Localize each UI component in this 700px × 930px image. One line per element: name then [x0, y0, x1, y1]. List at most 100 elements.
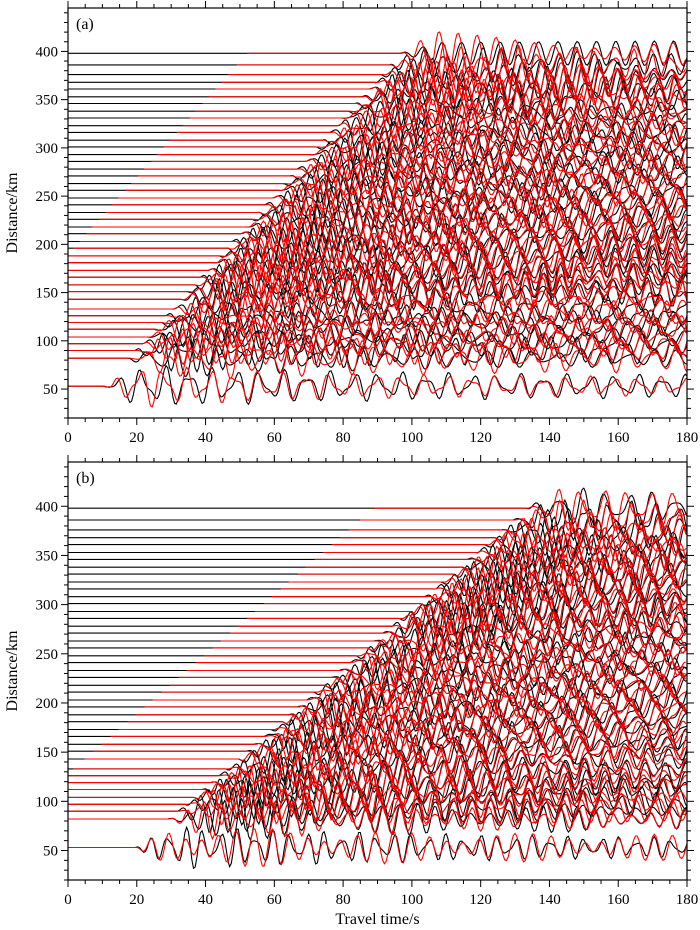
red-trace [237, 605, 687, 650]
x-tick-label: 100 [401, 430, 424, 446]
red-trace [68, 366, 687, 408]
red-trace [176, 110, 687, 152]
red-trace [68, 762, 687, 803]
red-trace [348, 509, 687, 550]
y-tick-label: 300 [36, 598, 59, 614]
black-trace-series [68, 40, 687, 406]
y-tick-label: 250 [36, 189, 59, 205]
red-trace [263, 582, 687, 624]
red-trace [68, 309, 687, 352]
x-axis: 0 20 40 60 80 100 120 140 160 180 [64, 455, 698, 908]
red-trace [105, 196, 687, 229]
red-trace [68, 289, 687, 331]
red-trace [288, 566, 687, 597]
red-trace [68, 279, 687, 317]
x-tick-label: 120 [469, 430, 492, 446]
red-trace [212, 629, 687, 669]
red-trace [68, 263, 687, 306]
x-tick-label: 40 [198, 892, 213, 908]
red-trace [118, 179, 687, 217]
red-trace [228, 55, 687, 95]
red-trace [195, 647, 686, 687]
red-trace [68, 316, 687, 357]
x-tick-label: 60 [267, 892, 282, 908]
red-trace [314, 543, 687, 576]
red-trace [135, 692, 687, 735]
red-trace [68, 322, 687, 366]
x-axis-title: Travel time/s [335, 911, 419, 928]
panel-a: 0 20 40 60 80 100 120 140 160 180 50 100 150 200 250 30… [4, 1, 698, 446]
y-tick-label: 200 [36, 696, 59, 712]
red-trace [161, 671, 687, 711]
y-tick-label: 150 [36, 745, 59, 761]
red-trace [156, 133, 687, 176]
red-trace [220, 619, 687, 661]
red-trace [68, 781, 687, 813]
black-trace [68, 694, 687, 738]
red-trace [236, 43, 687, 87]
red-trace [93, 727, 687, 771]
red-trace [169, 121, 687, 160]
y-axis: 50 100 150 200 250 300 350 400 [36, 12, 694, 419]
panel-label: (a) [76, 16, 94, 33]
red-trace [169, 664, 686, 706]
x-tick-label: 80 [336, 430, 351, 446]
red-trace [163, 124, 687, 168]
red-trace [68, 827, 687, 868]
red-trace [221, 60, 687, 105]
red-trace [99, 198, 687, 241]
x-tick-label: 100 [401, 892, 424, 908]
panel-label: (b) [76, 470, 95, 487]
y-tick-label: 400 [36, 499, 59, 515]
red-trace [79, 220, 687, 265]
black-trace [68, 626, 687, 667]
red-trace [68, 270, 687, 314]
red-trace [305, 545, 687, 586]
x-tick-label: 140 [538, 430, 561, 446]
x-tick-label: 0 [64, 892, 72, 908]
red-trace [68, 246, 687, 294]
x-tick-label: 40 [198, 430, 213, 446]
red-trace [127, 702, 687, 743]
y-tick-label: 100 [36, 334, 59, 350]
red-trace-series [68, 31, 687, 408]
red-trace [152, 685, 687, 723]
y-axis-title: Distance/km [4, 172, 21, 253]
red-trace [339, 516, 686, 559]
y-tick-label: 400 [36, 44, 59, 60]
red-trace [68, 760, 687, 791]
x-tick-label: 160 [607, 430, 630, 446]
x-tick-label: 20 [129, 892, 144, 908]
red-trace [68, 232, 687, 278]
y-tick-label: 150 [36, 286, 59, 302]
traces-a [68, 31, 687, 408]
black-trace [68, 636, 687, 678]
x-tick-label: 180 [676, 430, 699, 446]
y-tick-label: 200 [36, 237, 59, 253]
red-trace [215, 65, 687, 111]
x-tick-label: 0 [64, 430, 72, 446]
red-trace [182, 105, 687, 146]
red-trace [86, 212, 687, 254]
y-tick-label: 50 [43, 382, 58, 398]
red-trace [297, 552, 687, 596]
red-trace [138, 158, 687, 196]
red-trace [68, 799, 687, 841]
y-tick-label: 100 [36, 794, 59, 810]
red-trace [247, 31, 687, 76]
x-tick-label: 80 [336, 892, 351, 908]
red-trace [202, 83, 686, 122]
red-trace [186, 651, 687, 691]
red-trace [322, 532, 687, 576]
x-tick-label: 140 [538, 892, 561, 908]
red-trace [246, 599, 687, 636]
black-trace [68, 301, 687, 344]
red-trace [118, 709, 687, 751]
y-tick-label: 250 [36, 647, 59, 663]
red-trace [254, 591, 687, 634]
red-trace [68, 327, 687, 366]
red-trace [373, 488, 687, 532]
x-tick-label: 160 [607, 892, 630, 908]
red-trace [68, 797, 687, 825]
